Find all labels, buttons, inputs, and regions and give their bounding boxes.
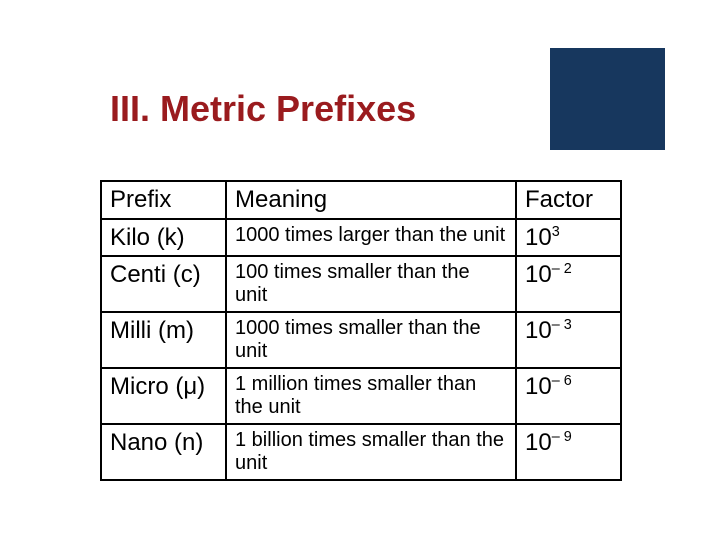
table-row: Centi (c) 100 times smaller than the uni… [101, 256, 621, 312]
cell-prefix: Centi (c) [101, 256, 226, 312]
col-header-meaning: Meaning [226, 181, 516, 219]
col-header-factor: Factor [516, 181, 621, 219]
prefixes-table: Prefix Meaning Factor Kilo (k) 1000 time… [100, 180, 622, 481]
table-header-row: Prefix Meaning Factor [101, 181, 621, 219]
col-header-prefix: Prefix [101, 181, 226, 219]
corner-accent-box [550, 48, 665, 150]
factor-base: 10 [525, 317, 552, 344]
cell-factor: 10– 3 [516, 312, 621, 368]
factor-base: 10 [525, 373, 552, 400]
cell-meaning: 1 million times smaller than the unit [226, 368, 516, 424]
table-row: Milli (m) 1000 times smaller than the un… [101, 312, 621, 368]
cell-meaning: 100 times smaller than the unit [226, 256, 516, 312]
cell-factor: 103 [516, 219, 621, 257]
cell-factor: 10– 9 [516, 424, 621, 480]
page-title: III. Metric Prefixes [110, 88, 416, 130]
table-row: Micro (μ) 1 million times smaller than t… [101, 368, 621, 424]
cell-meaning: 1000 times smaller than the unit [226, 312, 516, 368]
cell-factor: 10– 6 [516, 368, 621, 424]
factor-base: 10 [525, 261, 552, 288]
factor-base: 10 [525, 429, 552, 456]
cell-prefix: Micro (μ) [101, 368, 226, 424]
factor-exponent: – 6 [552, 373, 572, 389]
prefixes-table-container: Prefix Meaning Factor Kilo (k) 1000 time… [100, 180, 620, 481]
cell-prefix: Kilo (k) [101, 219, 226, 257]
table-row: Kilo (k) 1000 times larger than the unit… [101, 219, 621, 257]
factor-exponent: 3 [552, 224, 560, 240]
factor-exponent: – 9 [552, 429, 572, 445]
table-row: Nano (n) 1 billion times smaller than th… [101, 424, 621, 480]
cell-prefix: Nano (n) [101, 424, 226, 480]
factor-exponent: – 2 [552, 261, 572, 277]
cell-meaning: 1 billion times smaller than the unit [226, 424, 516, 480]
prefixes-table-body: Prefix Meaning Factor Kilo (k) 1000 time… [101, 181, 621, 480]
cell-prefix: Milli (m) [101, 312, 226, 368]
cell-meaning: 1000 times larger than the unit [226, 219, 516, 257]
factor-exponent: – 3 [552, 317, 572, 333]
factor-base: 10 [525, 224, 552, 251]
cell-factor: 10– 2 [516, 256, 621, 312]
